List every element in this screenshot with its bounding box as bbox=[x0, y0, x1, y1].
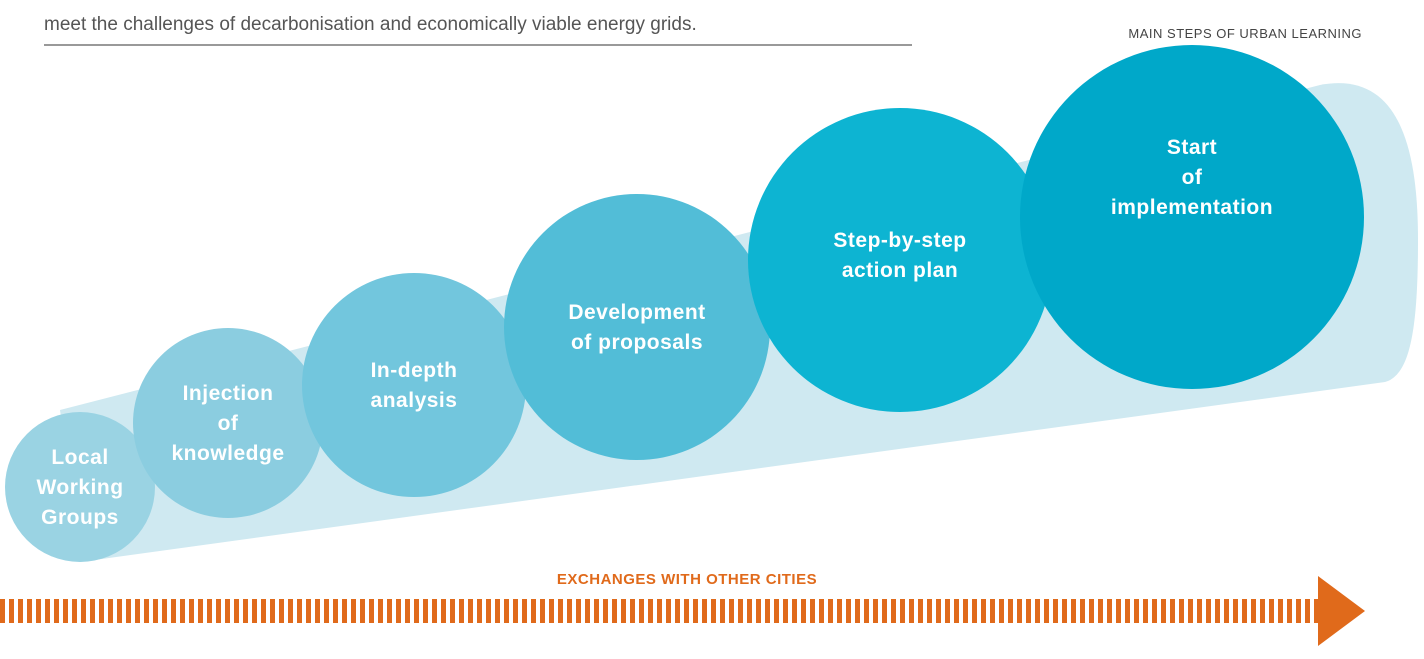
intro-text: meet the challenges of decarbonisation a… bbox=[44, 14, 697, 35]
step-circle bbox=[504, 194, 770, 460]
step-label: of bbox=[1182, 166, 1203, 189]
caption: MAIN STEPS OF URBAN LEARNING bbox=[1128, 26, 1362, 41]
step-label: Working bbox=[36, 476, 123, 499]
step-circle bbox=[133, 328, 323, 518]
step-circle bbox=[302, 273, 526, 497]
arrow-head bbox=[1318, 576, 1365, 646]
step-circle bbox=[748, 108, 1052, 412]
step-label: In-depth bbox=[371, 359, 458, 382]
step-label: of proposals bbox=[571, 331, 703, 354]
step-label: Start bbox=[1167, 136, 1217, 159]
step-circle bbox=[1020, 45, 1364, 389]
step-label: Injection bbox=[183, 382, 274, 405]
step-label: action plan bbox=[842, 259, 958, 282]
step-label: knowledge bbox=[171, 442, 284, 465]
step-label: Groups bbox=[41, 506, 119, 529]
step-circle bbox=[5, 412, 155, 562]
arrow-label: EXCHANGES WITH OTHER CITIES bbox=[557, 571, 817, 588]
step-label: Local bbox=[51, 446, 108, 469]
step-label: of bbox=[218, 412, 239, 435]
step-label: analysis bbox=[371, 389, 458, 412]
step-label: Step-by-step bbox=[833, 229, 966, 252]
steps: Local Working Groups Injection of knowledge In… bbox=[5, 45, 1364, 562]
step-label: Development bbox=[568, 301, 705, 324]
step-label: implementation bbox=[1111, 196, 1273, 219]
